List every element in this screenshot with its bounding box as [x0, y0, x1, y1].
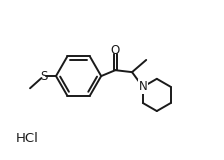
- Text: HCl: HCl: [16, 132, 39, 145]
- Text: S: S: [40, 70, 47, 83]
- Text: N: N: [138, 80, 147, 93]
- Text: O: O: [111, 44, 120, 57]
